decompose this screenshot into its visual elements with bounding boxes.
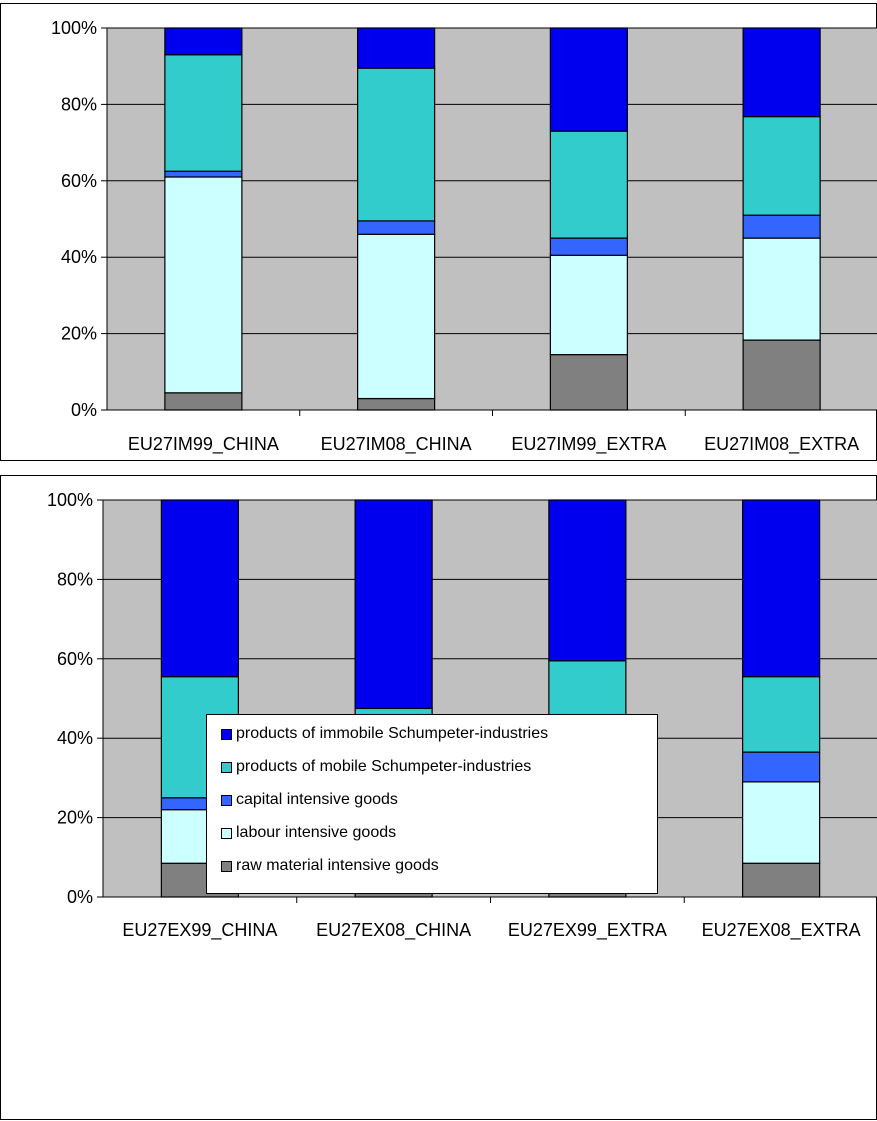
- y-tick-label: 80%: [61, 94, 97, 114]
- legend-label: raw material intensive goods: [236, 857, 439, 875]
- x-tick-label: EU27EX99_EXTRA: [508, 920, 667, 941]
- bar-segment: [743, 238, 820, 340]
- y-tick-label: 80%: [57, 569, 93, 589]
- bar-segment: [550, 28, 627, 131]
- bar-segment: [550, 255, 627, 354]
- legend-swatch: [221, 795, 232, 806]
- legend-label: products of immobile Schumpeter-industri…: [236, 725, 548, 743]
- x-tick-label: EU27IM08_EXTRA: [704, 434, 859, 455]
- bar-segment: [743, 117, 820, 216]
- bar-segment: [358, 399, 435, 410]
- chart-imports-svg: 0% 20% 40% 60% 80% 100% EU27IM99_CHINA EU27IM08…: [1, 4, 877, 462]
- y-tick-label: 0%: [67, 887, 93, 907]
- chart-legend: products of immobile Schumpeter-industri…: [206, 714, 658, 894]
- legend-item: raw material intensive goods: [221, 855, 439, 877]
- bar-segment: [743, 340, 820, 410]
- legend-label: capital intensive goods: [236, 791, 398, 809]
- legend-swatch: [221, 828, 232, 839]
- y-tick-label: 40%: [57, 728, 93, 748]
- bar-segment: [550, 131, 627, 238]
- bar-segment: [165, 393, 242, 410]
- legend-swatch: [221, 762, 232, 773]
- x-tick-label: EU27IM99_CHINA: [128, 434, 279, 455]
- legend-swatch: [221, 861, 232, 872]
- bar-segment: [743, 28, 820, 117]
- legend-label: products of mobile Schumpeter-industries: [236, 758, 531, 776]
- legend-item: labour intensive goods: [221, 822, 396, 844]
- y-tick-label: 60%: [57, 649, 93, 669]
- chart-exports: 0% 20% 40% 60% 80% 100% EU27EX99_CHINA EU27EX08…: [0, 475, 877, 1120]
- bar-segment: [743, 215, 820, 238]
- y-tick-label: 100%: [47, 490, 93, 510]
- bar-segment: [358, 68, 435, 221]
- bar-segment: [165, 28, 242, 55]
- bar-segment: [165, 171, 242, 177]
- bar-segment: [743, 500, 820, 677]
- legend-label: labour intensive goods: [236, 824, 396, 842]
- y-tick-label: 20%: [57, 808, 93, 828]
- y-tick-label: 100%: [51, 18, 97, 38]
- bar-segment: [743, 863, 820, 897]
- bar-segment: [743, 782, 820, 863]
- x-tick-label: EU27EX99_CHINA: [122, 920, 277, 941]
- bar-segment: [358, 234, 435, 398]
- legend-item: products of mobile Schumpeter-industries: [221, 756, 531, 778]
- y-tick-label: 60%: [61, 171, 97, 191]
- x-tick-label: EU27EX08_EXTRA: [702, 920, 861, 941]
- y-tick-label: 40%: [61, 247, 97, 267]
- y-tick-label: 0%: [71, 400, 97, 420]
- bar-segment: [743, 752, 820, 782]
- chart-imports: 0% 20% 40% 60% 80% 100% EU27IM99_CHINA EU27IM08…: [0, 3, 877, 461]
- bar-segment: [358, 221, 435, 234]
- x-tick-label: EU27EX08_CHINA: [316, 920, 471, 941]
- bar-segment: [550, 238, 627, 255]
- bar-segment: [161, 500, 238, 677]
- bar-segment: [358, 28, 435, 68]
- bar-segment: [165, 177, 242, 393]
- bar-segment: [549, 500, 626, 661]
- legend-item: capital intensive goods: [221, 789, 398, 811]
- bar-segment: [550, 355, 627, 410]
- x-tick-label: EU27IM08_CHINA: [321, 434, 472, 455]
- legend-item: products of immobile Schumpeter-industri…: [221, 723, 548, 745]
- x-tick-label: EU27IM99_EXTRA: [511, 434, 666, 455]
- bar-segment: [355, 500, 432, 708]
- bar-segment: [165, 55, 242, 172]
- legend-swatch: [221, 729, 232, 740]
- bar-segment: [743, 677, 820, 752]
- y-tick-label: 20%: [61, 324, 97, 344]
